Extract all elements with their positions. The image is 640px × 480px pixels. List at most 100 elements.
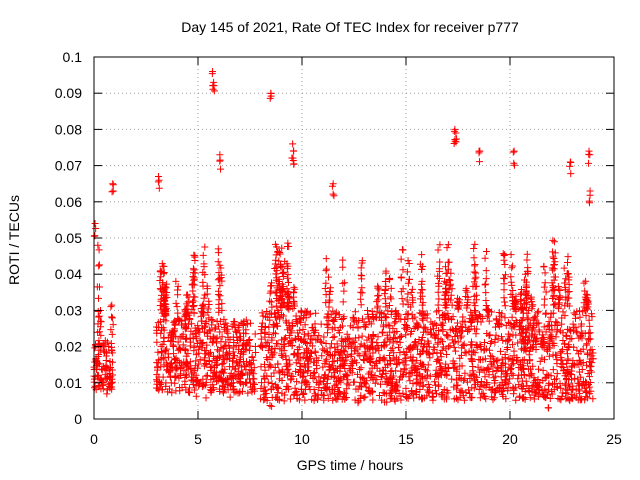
data-point	[204, 308, 212, 316]
data-point	[160, 270, 168, 278]
data-point	[419, 347, 427, 355]
data-point	[97, 346, 105, 354]
data-point	[377, 314, 385, 322]
data-point	[504, 384, 512, 392]
data-point	[453, 135, 461, 143]
data-point	[199, 339, 207, 347]
data-point	[275, 367, 283, 375]
data-point	[246, 336, 254, 344]
data-point	[155, 176, 163, 184]
data-point	[276, 369, 284, 377]
data-point	[568, 385, 576, 393]
data-point	[234, 360, 242, 368]
data-point	[155, 356, 163, 364]
data-point	[217, 273, 225, 281]
data-point	[389, 372, 397, 380]
data-point	[582, 312, 590, 320]
data-point	[358, 315, 366, 323]
data-point	[94, 320, 102, 328]
data-point	[463, 378, 471, 386]
data-point	[286, 295, 294, 303]
data-point	[163, 345, 171, 353]
data-point	[232, 327, 240, 335]
data-point	[106, 369, 114, 377]
data-point	[397, 333, 405, 341]
data-point	[471, 260, 479, 268]
data-point	[97, 375, 105, 383]
data-point	[219, 359, 227, 367]
data-point	[387, 386, 395, 394]
data-point	[236, 387, 244, 395]
data-point	[384, 321, 392, 329]
data-point	[262, 341, 270, 349]
data-point	[322, 299, 330, 307]
data-point	[274, 282, 282, 290]
data-point	[456, 393, 464, 401]
data-point	[544, 322, 552, 330]
data-point	[499, 250, 507, 258]
data-point	[528, 370, 536, 378]
data-point	[183, 372, 191, 380]
data-point	[381, 363, 389, 371]
data-point	[441, 291, 449, 299]
data-point	[199, 268, 207, 276]
data-point	[300, 361, 308, 369]
data-point	[541, 279, 549, 287]
data-point	[189, 273, 197, 281]
data-point	[404, 290, 412, 298]
data-point	[454, 381, 462, 389]
data-point	[279, 273, 287, 281]
data-point	[525, 323, 533, 331]
data-point	[435, 326, 443, 334]
data-point	[389, 324, 397, 332]
data-point	[202, 360, 210, 368]
data-point	[195, 360, 203, 368]
data-point	[380, 342, 388, 350]
data-point	[214, 258, 222, 266]
data-point	[502, 395, 510, 403]
data-point	[302, 349, 310, 357]
data-point	[565, 302, 573, 310]
data-point	[409, 315, 417, 323]
data-point	[437, 363, 445, 371]
data-point	[548, 287, 556, 295]
data-point	[91, 344, 99, 352]
data-point	[157, 273, 165, 281]
data-point	[530, 333, 538, 341]
data-point	[471, 275, 479, 283]
data-point	[542, 288, 550, 296]
data-point	[99, 381, 107, 389]
data-point	[340, 361, 348, 369]
data-point	[405, 260, 413, 268]
data-point	[202, 319, 210, 327]
data-point	[209, 353, 217, 361]
data-point	[454, 305, 462, 313]
data-point	[584, 336, 592, 344]
data-point	[211, 325, 219, 333]
data-point	[349, 378, 357, 386]
data-point	[375, 392, 383, 400]
data-point	[512, 396, 520, 404]
data-point	[579, 329, 587, 337]
data-point	[278, 244, 286, 252]
data-point	[450, 395, 458, 403]
data-point	[276, 345, 284, 353]
data-point	[261, 328, 269, 336]
data-point	[202, 350, 210, 358]
x-axis-title: GPS time / hours	[297, 457, 404, 473]
data-point	[191, 329, 199, 337]
data-point	[541, 295, 549, 303]
data-point	[322, 384, 330, 392]
data-point	[391, 315, 399, 323]
y-tick-label: 0.08	[55, 121, 82, 137]
data-point	[528, 298, 536, 306]
data-point	[264, 378, 272, 386]
data-point	[461, 369, 469, 377]
data-point	[179, 341, 187, 349]
data-point	[585, 383, 593, 391]
data-point	[456, 301, 464, 309]
data-point	[279, 299, 287, 307]
data-point	[189, 298, 197, 306]
data-point	[475, 368, 483, 376]
data-point	[369, 349, 377, 357]
